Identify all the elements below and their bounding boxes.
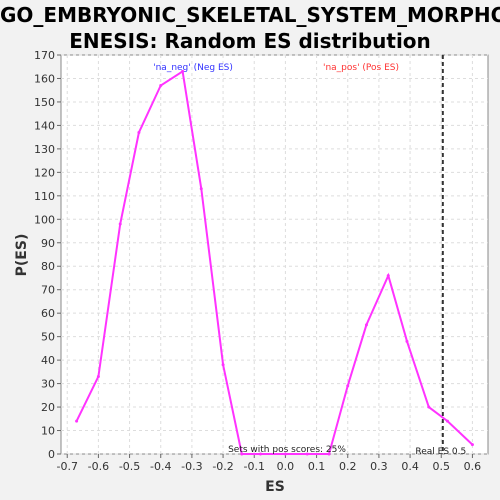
y-tick-label: 0 [48,448,55,461]
data-point [75,419,79,423]
y-tick-label: 150 [34,96,55,109]
y-tick-label: 60 [41,307,55,320]
data-point [305,452,309,456]
data-point [405,339,409,343]
y-tick-label: 70 [41,284,55,297]
data-point [386,274,390,278]
data-point [199,187,203,191]
y-tick-label: 20 [41,401,55,414]
x-tick-label: -0.1 [244,460,265,473]
data-point [283,452,287,456]
x-tick-label: -0.5 [119,460,140,473]
data-point [470,443,474,447]
chart-title-line2: ENESIS: Random ES distribution [69,29,431,53]
y-tick-label: 100 [34,213,55,226]
y-tick-label: 30 [41,378,55,391]
x-tick-label: 0.1 [308,460,326,473]
plot-area [60,54,489,455]
data-point [221,363,225,367]
data-point [159,84,163,88]
data-point [240,452,244,456]
x-tick-label: -0.2 [212,460,233,473]
x-tick-label: 0.0 [277,460,295,473]
chart-title: GO_EMBRYONIC_SKELETAL_SYSTEM_MORPHOG ENE… [0,2,500,54]
legend-pos-es: 'na_pos' (Pos ES) [323,63,399,73]
y-tick-label: 130 [34,143,55,156]
legend: 'na_neg' (Neg ES) 'na_pos' (Pos ES) [153,63,399,73]
y-tick-label: 50 [41,331,55,344]
x-tick-label: -0.4 [150,460,171,473]
x-tick-label: 0.3 [370,460,388,473]
x-tick-label: -0.7 [56,460,77,473]
data-point [427,405,431,409]
y-tick-label: 140 [34,119,55,132]
data-point [346,384,350,388]
pos-scores-annotation: Sets with pos scores: 25% [228,445,346,455]
y-tick-label: 90 [41,237,55,250]
data-point [181,69,185,73]
x-tick-label: -0.6 [88,460,109,473]
series-points [75,69,474,456]
y-tick-label: 110 [34,190,55,203]
x-tick-label: 0.5 [432,460,450,473]
data-point [96,375,100,379]
y-tick-label: 40 [41,354,55,367]
data-point [118,222,122,226]
x-axis-label: ES [265,479,285,495]
series-line [75,69,474,455]
x-tick-label: -0.3 [181,460,202,473]
y-tick-label: 120 [34,166,55,179]
x-tick-label: 0.2 [339,460,357,473]
data-point [364,323,368,327]
data-point [258,452,262,456]
grid-lines [61,54,488,455]
data-point [327,452,331,456]
y-tick-label: 170 [34,49,55,62]
y-axis: 0 10 20 30 40 50 60 70 80 90 100 110 120 130 140 150 160… [34,49,61,461]
x-axis: -0.7 -0.6 -0.5 -0.4 -0.3 -0.2 -0.1 0.0 0.1 0.2 0.3… [56,454,481,473]
x-tick-label: 0.4 [401,460,419,473]
y-tick-label: 160 [34,72,55,85]
chart-title-line1: GO_EMBRYONIC_SKELETAL_SYSTEM_MORPHOG [0,3,500,27]
y-tick-label: 10 [41,425,55,438]
legend-neg-es: 'na_neg' (Neg ES) [153,63,233,73]
y-axis-label: P(ES) [14,234,30,277]
y-tick-label: 80 [41,260,55,273]
real-es-label: Real ES 0.5 [415,447,466,457]
data-point [137,130,141,134]
data-point [445,419,449,423]
x-tick-label: 0.6 [464,460,482,473]
